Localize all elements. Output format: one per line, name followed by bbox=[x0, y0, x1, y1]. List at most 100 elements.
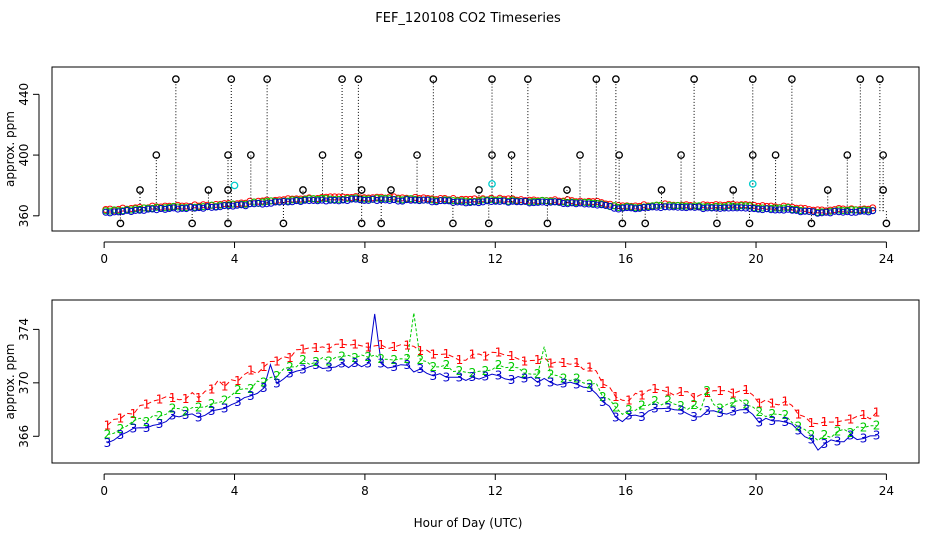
series-3-point bbox=[792, 206, 800, 214]
outlier-point bbox=[543, 219, 552, 228]
series-3-point bbox=[259, 200, 267, 208]
series-3-point bbox=[653, 203, 661, 211]
series-2-point bbox=[373, 194, 381, 202]
series-3-point bbox=[801, 207, 809, 215]
series-3-point-label: 3 bbox=[247, 389, 255, 403]
series-1-point-label: 1 bbox=[286, 351, 294, 365]
outlier-point bbox=[227, 75, 236, 83]
series-2-point-label: 2 bbox=[351, 351, 359, 365]
outlier-point bbox=[136, 186, 144, 194]
outlier-point bbox=[615, 151, 623, 159]
series-1-point-label: 1 bbox=[547, 357, 555, 371]
series-1-point-label: 1 bbox=[312, 341, 320, 355]
series-1-point-label: 1 bbox=[195, 391, 203, 405]
series-3-point bbox=[102, 208, 110, 216]
series-3-point bbox=[470, 198, 478, 206]
series-3-point-label: 3 bbox=[234, 395, 242, 409]
series-3-point-label: 3 bbox=[130, 421, 138, 435]
outlier-point bbox=[152, 151, 161, 159]
series-3-point-label: 3 bbox=[834, 435, 842, 449]
series-2-point-label: 2 bbox=[755, 405, 763, 419]
series-3-point bbox=[699, 205, 707, 213]
series-3-point bbox=[407, 196, 415, 204]
series-2-point-label: 2 bbox=[495, 358, 503, 372]
series-1-point-label: 1 bbox=[247, 364, 255, 378]
series-3-point bbox=[148, 205, 156, 213]
x-tick-label: 4 bbox=[231, 252, 239, 266]
series-2-point-label: 2 bbox=[286, 360, 294, 374]
x-tick-label: 4 bbox=[231, 484, 239, 498]
x-tick-label: 8 bbox=[361, 252, 369, 266]
series-3-point bbox=[398, 197, 406, 205]
series-3-point bbox=[373, 197, 381, 205]
series-2-point-label: 2 bbox=[208, 397, 216, 411]
series-3-point bbox=[513, 198, 521, 206]
series-2-point-label: 2 bbox=[560, 372, 568, 386]
outlier-point bbox=[843, 151, 852, 159]
x-tick-label: 12 bbox=[488, 252, 503, 266]
series-2-point-label: 2 bbox=[742, 398, 750, 412]
series-3-point-label: 3 bbox=[690, 410, 698, 424]
series-2-point-label: 2 bbox=[130, 414, 138, 428]
series-1-point-label: 1 bbox=[377, 338, 385, 352]
series-3-point bbox=[665, 203, 673, 211]
outlier-point bbox=[354, 151, 363, 159]
x-tick-label: 12 bbox=[488, 484, 503, 498]
series-3-point bbox=[831, 207, 839, 215]
series-2-point-label: 2 bbox=[143, 415, 151, 429]
series-3-point-label: 3 bbox=[273, 377, 281, 391]
series-3-point bbox=[411, 196, 419, 204]
series-3-point bbox=[314, 197, 322, 205]
series-3-point bbox=[301, 196, 309, 204]
outlier-point bbox=[876, 75, 884, 83]
outlier-point bbox=[823, 186, 832, 194]
series-1-point-label: 1 bbox=[469, 347, 477, 361]
series-1-point-label: 1 bbox=[130, 407, 138, 421]
series-1-point-label: 1 bbox=[208, 382, 216, 396]
series-2-point-label: 2 bbox=[834, 424, 842, 438]
series-3-point bbox=[657, 204, 665, 212]
series-3-point bbox=[822, 208, 830, 216]
outlier-point bbox=[338, 75, 346, 83]
series-3-point bbox=[424, 196, 432, 204]
series-3-point-label: 3 bbox=[755, 416, 763, 430]
series-3-point bbox=[593, 201, 601, 209]
series-1-point-label: 1 bbox=[664, 385, 672, 399]
series-3-point-label: 3 bbox=[703, 404, 711, 418]
series-3-point bbox=[394, 197, 402, 205]
series-3-point bbox=[572, 200, 580, 208]
series-3-point bbox=[530, 199, 538, 207]
series-1-point-label: 1 bbox=[521, 354, 529, 368]
series-3-point bbox=[835, 208, 843, 216]
outlier-point bbox=[524, 75, 532, 83]
series-3-point bbox=[682, 204, 690, 212]
x-tick-label: 0 bbox=[100, 484, 108, 498]
series-3-point bbox=[415, 197, 423, 205]
series-2-point-label: 2 bbox=[586, 377, 594, 391]
series-3-point bbox=[432, 198, 440, 206]
y-tick-label: 366 bbox=[17, 425, 31, 448]
series-2-point-label: 2 bbox=[443, 358, 451, 372]
series-1-point bbox=[339, 193, 347, 201]
panel-1-data bbox=[102, 75, 891, 228]
series-3-point-label: 3 bbox=[521, 372, 529, 386]
outlier-point bbox=[807, 219, 816, 228]
series-1-point bbox=[754, 202, 762, 210]
series-3-point bbox=[318, 196, 326, 204]
series-2-point bbox=[771, 204, 779, 212]
outlier-point bbox=[377, 219, 386, 228]
series-3-point-label: 3 bbox=[208, 404, 216, 418]
series-3-point bbox=[229, 202, 237, 210]
series-2-point-label: 2 bbox=[338, 349, 346, 363]
series-3-point bbox=[242, 202, 250, 210]
series-1-point-label: 1 bbox=[560, 356, 568, 370]
series-3-point bbox=[326, 196, 334, 204]
series-2-point-label: 2 bbox=[169, 401, 177, 415]
outlier-point bbox=[224, 219, 232, 228]
series-3-point bbox=[695, 203, 703, 211]
series-3-point bbox=[759, 206, 767, 214]
series-3-point bbox=[131, 206, 139, 214]
series-3-point bbox=[737, 204, 745, 212]
series-3-point-label: 3 bbox=[364, 356, 372, 370]
series-3-point bbox=[331, 196, 339, 204]
